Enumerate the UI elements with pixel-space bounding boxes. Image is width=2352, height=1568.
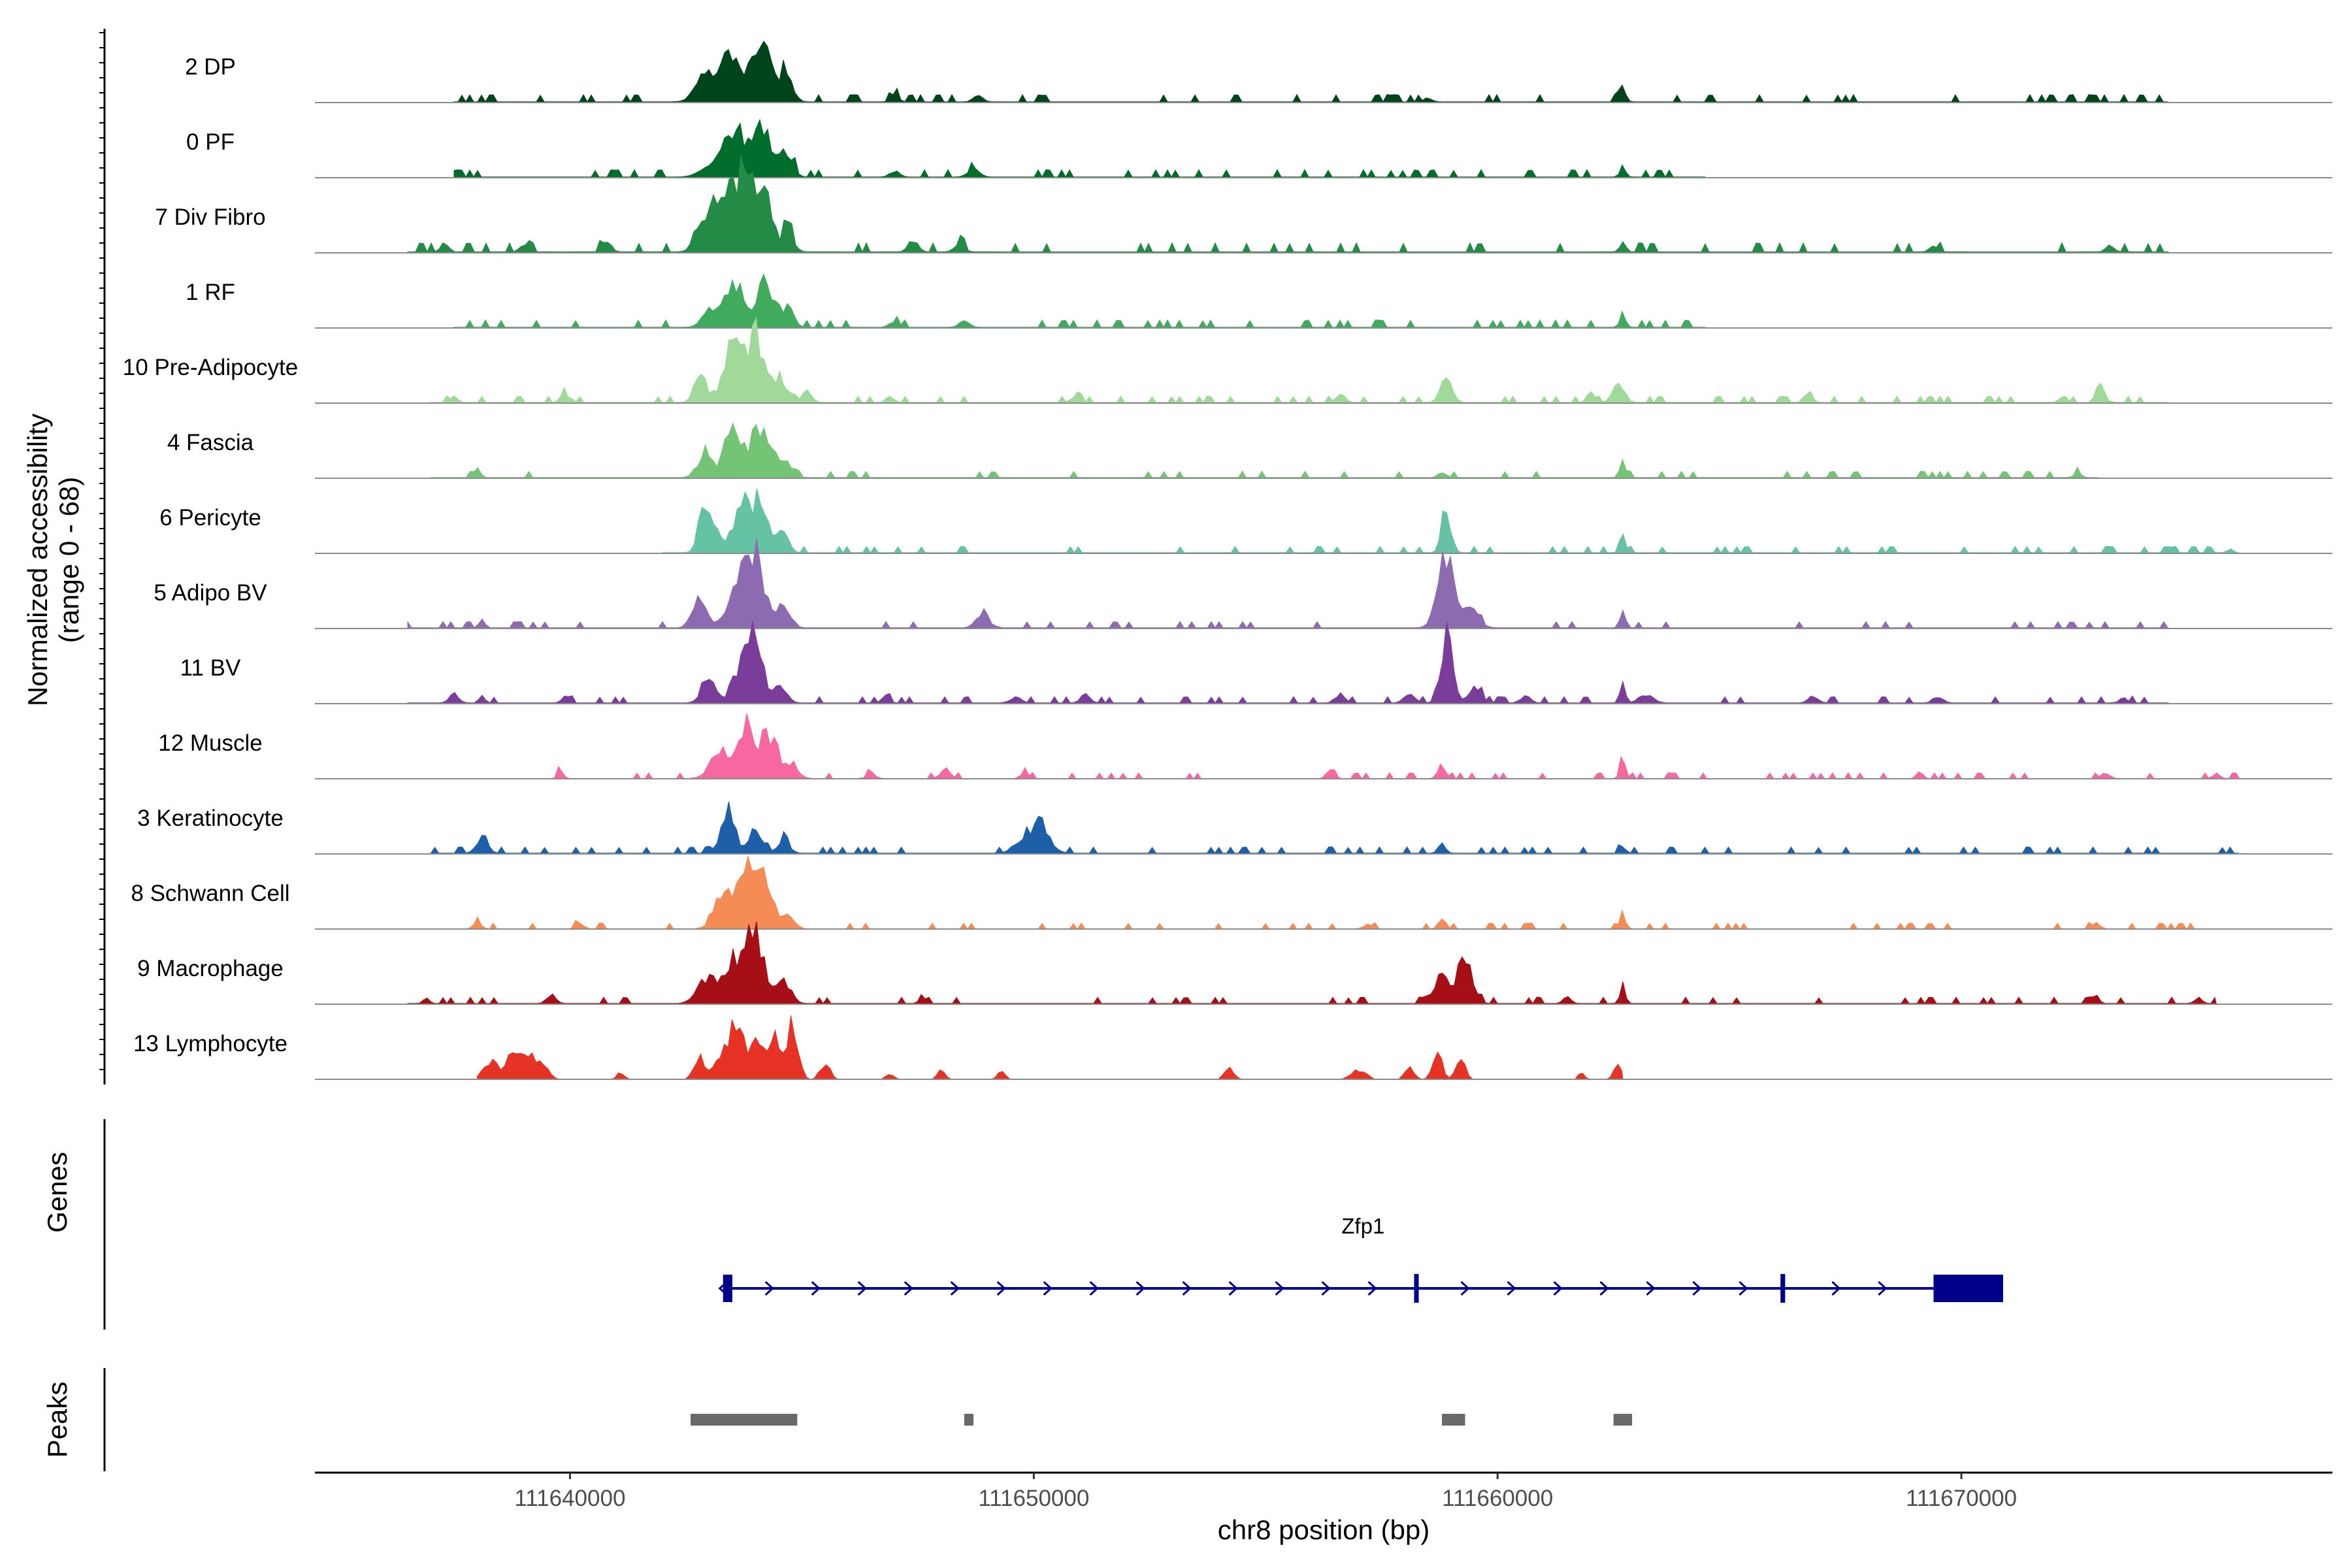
gene-model [718, 1274, 2003, 1303]
strand-arrow-icon [857, 1281, 867, 1296]
track-area [431, 317, 2170, 404]
gene-exon [1933, 1275, 2003, 1302]
track-label: 11 BV [180, 655, 241, 681]
track-11-bv: 11 BV [180, 621, 2332, 704]
strand-arrow-icon [1553, 1281, 1563, 1296]
track-label: 4 Fascia [167, 430, 254, 455]
strand-arrow-icon [1089, 1281, 1099, 1296]
track-5-adipo-bv: 5 Adipo BV [154, 538, 2332, 629]
track-label: 2 DP [185, 54, 236, 80]
peaks-panel: Peaks [42, 1368, 1633, 1471]
track-label: 12 Muscle [158, 730, 263, 756]
gene-label: Zfp1 [1341, 1214, 1384, 1238]
track-13-lymphocyte: 13 Lymphocyte [133, 1015, 2332, 1080]
peak-block [1442, 1414, 1465, 1426]
track-label: 7 Div Fibro [155, 204, 265, 230]
strand-arrow-icon [1275, 1281, 1284, 1296]
track-label: 3 Keratinocyte [137, 806, 284, 831]
strand-arrow-icon [811, 1281, 821, 1296]
x-tick-label: 111640000 [514, 1486, 625, 1511]
y-axis: Normalized accessibility (range 0 - 68) [22, 29, 106, 1085]
track-area [453, 118, 1707, 178]
strand-arrow-icon [1831, 1281, 1841, 1296]
track-10-pre-adipocyte: 10 Pre-Adipocyte [123, 317, 2332, 404]
track-label: 6 Pericyte [159, 505, 261, 531]
strand-arrow-icon [996, 1281, 1006, 1296]
track-label: 5 Adipo BV [154, 580, 267, 606]
track-area [407, 621, 2170, 704]
track-0-pf: 0 PF [186, 118, 2332, 178]
genes-panel: Genes Zfp1 [42, 1119, 2003, 1330]
track-6-pericyte: 6 Pericyte [159, 488, 2332, 554]
peaks-panel-title: Peaks [42, 1382, 73, 1458]
track-area [431, 422, 2101, 479]
gene-exon [723, 1275, 732, 1302]
strand-arrow-icon [1043, 1281, 1053, 1296]
track-area [431, 801, 2240, 855]
strand-arrow-icon [1460, 1281, 1470, 1296]
y-axis-ticks [99, 32, 105, 1070]
track-area [407, 538, 2170, 629]
track-area [407, 155, 2170, 253]
x-tick-label: 111670000 [1906, 1486, 2017, 1511]
track-1-rf: 1 RF [186, 273, 2332, 329]
strand-arrow-icon [1367, 1281, 1377, 1296]
track-7-div-fibro: 7 Div Fibro [155, 155, 2332, 253]
track-area [477, 1015, 1624, 1080]
track-label: 10 Pre-Adipocyte [123, 355, 298, 380]
track-area [454, 856, 2217, 930]
track-3-keratinocyte: 3 Keratinocyte [137, 801, 2332, 855]
track-9-macrophage: 9 Macrophage [137, 921, 2332, 1005]
strand-arrow-icon [1507, 1281, 1516, 1296]
track-label: 1 RF [186, 280, 235, 305]
track-label: 0 PF [186, 129, 235, 155]
strand-arrow-icon [1739, 1281, 1748, 1296]
x-tick-label: 111660000 [1442, 1486, 1553, 1511]
strand-arrow-icon [1135, 1281, 1145, 1296]
track-area [453, 41, 2170, 103]
track-area [662, 488, 2241, 554]
gene-exon [1414, 1274, 1419, 1303]
genes-panel-title: Genes [42, 1152, 73, 1233]
track-2-dp: 2 DP [185, 41, 2332, 103]
x-axis-ticks: 111640000 111650000 111660000 111670000 [514, 1473, 2017, 1511]
strand-arrow-icon [1878, 1281, 1887, 1296]
y-axis-title: Normalized accessibility [22, 414, 53, 706]
track-12-muscle: 12 Muscle [158, 713, 2332, 779]
strand-arrow-icon [1321, 1281, 1331, 1296]
track-8-schwann-cell: 8 Schwann Cell [131, 856, 2332, 930]
track-4-fascia: 4 Fascia [167, 422, 2332, 479]
strand-arrow-icon [1646, 1281, 1656, 1296]
peak-block [691, 1414, 798, 1426]
track-area [546, 713, 2240, 779]
peak-block [964, 1414, 974, 1426]
track-area [453, 273, 1707, 329]
strand-arrow-icon [1599, 1281, 1609, 1296]
x-axis-title: chr8 position (bp) [1218, 1514, 1430, 1545]
strand-arrow-icon [1692, 1281, 1702, 1296]
track-label: 13 Lymphocyte [133, 1031, 287, 1056]
track-area [407, 921, 2217, 1005]
peak-block [1613, 1414, 1633, 1426]
strand-arrow-icon [764, 1281, 774, 1296]
peak-blocks [691, 1414, 1633, 1426]
coverage-tracks: 2 DP 0 PF 7 Div Fibro 1 RF 10 Pre-Adipocyte 4… [123, 41, 2332, 1080]
x-axis: 111640000 111650000 111660000 111670000 chr… [315, 1471, 2332, 1545]
strand-arrow-icon [1182, 1281, 1192, 1296]
strand-arrow-icon [1228, 1281, 1238, 1296]
y-axis-range-label: (range 0 - 68) [54, 477, 84, 643]
strand-arrow-icon [950, 1281, 960, 1296]
gene-exon [1780, 1274, 1786, 1303]
strand-arrow-icon [904, 1281, 913, 1296]
track-label: 8 Schwann Cell [131, 881, 289, 906]
track-label: 9 Macrophage [137, 956, 284, 981]
x-tick-label: 111650000 [978, 1486, 1089, 1511]
